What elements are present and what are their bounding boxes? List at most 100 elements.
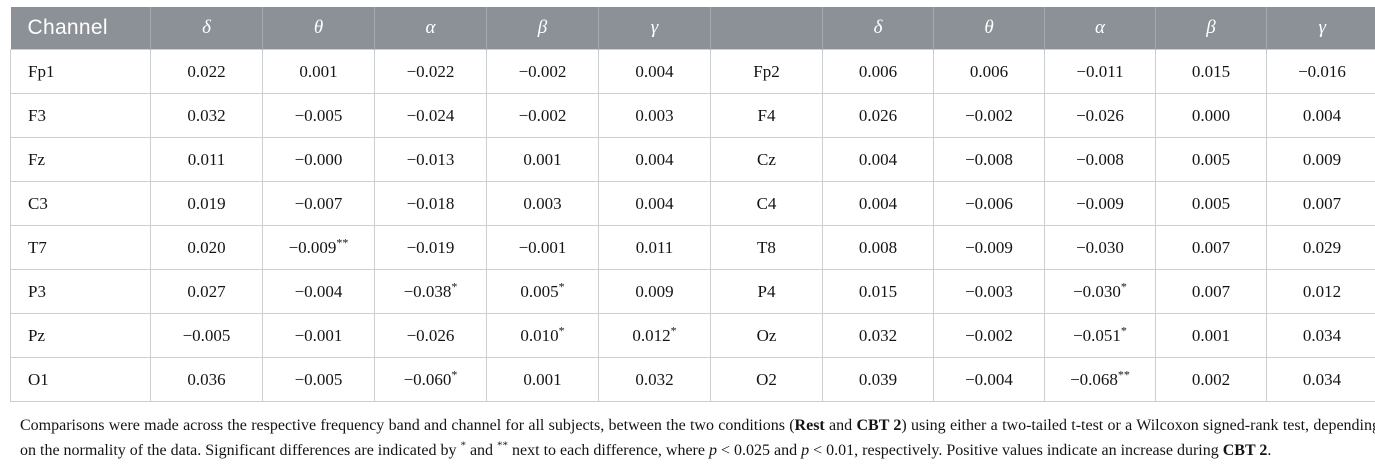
value-cell: 0.006	[934, 50, 1045, 94]
value-cell: 0.004	[599, 138, 711, 182]
value-cell: −0.004	[263, 270, 375, 314]
value-cell: 0.039	[823, 358, 934, 402]
significance-asterisk: *	[559, 323, 565, 337]
value-cell: 0.004	[1267, 94, 1375, 138]
value-cell: −0.002	[487, 50, 599, 94]
value-cell: −0.030*	[1045, 270, 1156, 314]
value-cell: 0.000	[1156, 94, 1267, 138]
value-cell: −0.002	[934, 94, 1045, 138]
value-cell: −0.022	[375, 50, 487, 94]
value-cell: −0.051*	[1045, 314, 1156, 358]
channel-cell: O2	[711, 358, 823, 402]
column-header-delta-right: δ	[823, 7, 934, 50]
value-cell: 0.001	[1156, 314, 1267, 358]
channel-cell: O1	[11, 358, 151, 402]
value-cell: 0.004	[599, 182, 711, 226]
footnote-text: .	[1267, 442, 1271, 459]
value-cell: 0.034	[1267, 358, 1375, 402]
channel-cell: Fz	[11, 138, 151, 182]
significance-asterisk: *	[671, 323, 677, 337]
value-cell: 0.001	[487, 358, 599, 402]
value-cell: −0.009	[934, 226, 1045, 270]
value-cell: −0.004	[934, 358, 1045, 402]
value-cell: 0.019	[151, 182, 263, 226]
value-cell: −0.002	[934, 314, 1045, 358]
value-cell: 0.029	[1267, 226, 1375, 270]
value-cell: 0.011	[151, 138, 263, 182]
value-cell: 0.032	[599, 358, 711, 402]
channel-cell: Pz	[11, 314, 151, 358]
value-cell: −0.005	[263, 358, 375, 402]
column-header-beta-right: β	[1156, 7, 1267, 50]
significance-asterisk: *	[559, 279, 565, 293]
value-cell: 0.004	[823, 138, 934, 182]
value-cell: 0.012	[1267, 270, 1375, 314]
significance-asterisk: **	[1118, 367, 1130, 381]
value-cell: 0.034	[1267, 314, 1375, 358]
column-header-channel-left: Channel	[11, 7, 151, 50]
value-cell: 0.001	[487, 138, 599, 182]
column-header-theta-left: θ	[263, 7, 375, 50]
table-footnote: Comparisons were made across the respect…	[20, 413, 1375, 463]
value-cell: 0.020	[151, 226, 263, 270]
value-cell: 0.011	[599, 226, 711, 270]
footnote-text: < 0.01, respectively. Positive values in…	[809, 442, 1223, 459]
column-header-gamma-right: γ	[1267, 7, 1375, 50]
value-cell: −0.008	[934, 138, 1045, 182]
column-header-delta-left: δ	[151, 7, 263, 50]
value-cell: −0.013	[375, 138, 487, 182]
value-cell: 0.012*	[599, 314, 711, 358]
value-cell: −0.001	[487, 226, 599, 270]
value-cell: −0.005	[263, 94, 375, 138]
footnote-text: < 0.025 and	[717, 442, 801, 459]
channel-cell: Oz	[711, 314, 823, 358]
value-cell: −0.008	[1045, 138, 1156, 182]
channel-cell: T8	[711, 226, 823, 270]
value-cell: 0.004	[823, 182, 934, 226]
footnote-text: and	[466, 442, 497, 459]
value-cell: 0.005	[1156, 182, 1267, 226]
value-cell: −0.002	[487, 94, 599, 138]
footnote-text: next to each difference, where	[508, 442, 709, 459]
value-cell: 0.005*	[487, 270, 599, 314]
column-header-beta-left: β	[487, 7, 599, 50]
channel-cell: F3	[11, 94, 151, 138]
value-cell: 0.010*	[487, 314, 599, 358]
value-cell: 0.001	[263, 50, 375, 94]
significance-asterisk: *	[451, 279, 457, 293]
value-cell: 0.022	[151, 50, 263, 94]
footnote-text: Comparisons were made across the respect…	[20, 417, 795, 434]
value-cell: 0.003	[599, 94, 711, 138]
value-cell: 0.008	[823, 226, 934, 270]
value-cell: −0.068**	[1045, 358, 1156, 402]
column-header-theta-right: θ	[934, 7, 1045, 50]
channel-cell: Fp1	[11, 50, 151, 94]
value-cell: −0.060*	[375, 358, 487, 402]
value-cell: 0.036	[151, 358, 263, 402]
channel-cell: C4	[711, 182, 823, 226]
value-cell: 0.015	[1156, 50, 1267, 94]
value-cell: −0.026	[1045, 94, 1156, 138]
value-cell: −0.019	[375, 226, 487, 270]
value-cell: 0.006	[823, 50, 934, 94]
value-cell: 0.007	[1156, 226, 1267, 270]
value-cell: 0.004	[599, 50, 711, 94]
value-cell: 0.032	[151, 94, 263, 138]
value-cell: −0.001	[263, 314, 375, 358]
channel-cell: Fp2	[711, 50, 823, 94]
value-cell: 0.009	[599, 270, 711, 314]
significance-asterisk: **	[336, 235, 348, 249]
value-cell: −0.026	[375, 314, 487, 358]
column-header-channel-right	[711, 7, 823, 50]
column-header-alpha-right: α	[1045, 7, 1156, 50]
channel-cell: P3	[11, 270, 151, 314]
significance-asterisk: *	[451, 367, 457, 381]
